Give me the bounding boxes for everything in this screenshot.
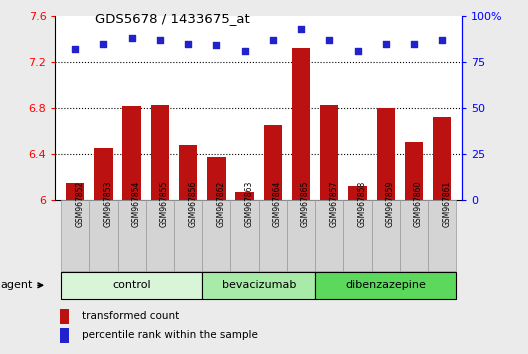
- Bar: [428, 200, 456, 271]
- Text: GSM967853: GSM967853: [103, 180, 112, 227]
- Text: GSM967855: GSM967855: [160, 180, 169, 227]
- Bar: [320, 104, 338, 200]
- Bar: [89, 200, 118, 271]
- Bar: [287, 200, 315, 271]
- Text: GSM967862: GSM967862: [216, 181, 225, 227]
- Point: [212, 42, 221, 48]
- Text: GSM967860: GSM967860: [414, 180, 423, 227]
- Bar: [207, 158, 225, 200]
- Text: GSM967856: GSM967856: [188, 180, 197, 227]
- Text: GSM967859: GSM967859: [386, 180, 395, 227]
- Bar: [179, 145, 197, 200]
- Bar: [146, 200, 174, 271]
- Text: GDS5678 / 1433675_at: GDS5678 / 1433675_at: [95, 12, 250, 25]
- Text: GSM967863: GSM967863: [244, 180, 253, 227]
- Text: GSM967857: GSM967857: [329, 180, 338, 227]
- Text: percentile rank within the sample: percentile rank within the sample: [82, 330, 258, 341]
- Bar: [343, 200, 372, 271]
- Bar: [60, 328, 69, 343]
- Point: [127, 35, 136, 41]
- Point: [71, 46, 79, 52]
- Bar: [376, 108, 395, 200]
- Point: [438, 37, 447, 43]
- Bar: [174, 200, 202, 271]
- Text: GSM967865: GSM967865: [301, 180, 310, 227]
- Text: GSM967854: GSM967854: [131, 180, 140, 227]
- Text: bevacizumab: bevacizumab: [222, 280, 296, 290]
- Bar: [202, 200, 231, 271]
- Bar: [118, 200, 146, 271]
- Text: transformed count: transformed count: [82, 311, 179, 321]
- Bar: [150, 104, 169, 200]
- Point: [297, 26, 305, 32]
- Text: GSM967852: GSM967852: [75, 181, 84, 227]
- Bar: [372, 200, 400, 271]
- Point: [382, 41, 390, 46]
- Bar: [61, 272, 202, 299]
- Bar: [259, 200, 287, 271]
- Bar: [235, 192, 254, 200]
- Bar: [315, 200, 343, 271]
- Bar: [95, 148, 112, 200]
- Bar: [60, 309, 69, 324]
- Bar: [405, 143, 423, 200]
- Bar: [400, 200, 428, 271]
- Point: [240, 48, 249, 54]
- Bar: [202, 272, 315, 299]
- Text: agent: agent: [0, 280, 42, 290]
- Bar: [433, 117, 451, 200]
- Text: GSM967864: GSM967864: [273, 180, 282, 227]
- Text: dibenzazepine: dibenzazepine: [345, 280, 426, 290]
- Bar: [231, 200, 259, 271]
- Point: [99, 41, 108, 46]
- Point: [353, 48, 362, 54]
- Point: [269, 37, 277, 43]
- Point: [325, 37, 334, 43]
- Text: GSM967858: GSM967858: [357, 181, 366, 227]
- Bar: [61, 200, 89, 271]
- Bar: [348, 186, 367, 200]
- Bar: [292, 48, 310, 200]
- Point: [184, 41, 192, 46]
- Bar: [66, 183, 84, 200]
- Point: [410, 41, 418, 46]
- Text: GSM967861: GSM967861: [442, 181, 451, 227]
- Bar: [315, 272, 456, 299]
- Bar: [263, 125, 282, 200]
- Point: [156, 37, 164, 43]
- Text: control: control: [112, 280, 151, 290]
- Bar: [122, 106, 141, 200]
